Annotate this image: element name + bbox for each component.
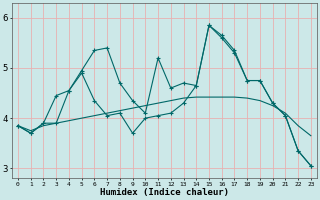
X-axis label: Humidex (Indice chaleur): Humidex (Indice chaleur)	[100, 188, 229, 197]
